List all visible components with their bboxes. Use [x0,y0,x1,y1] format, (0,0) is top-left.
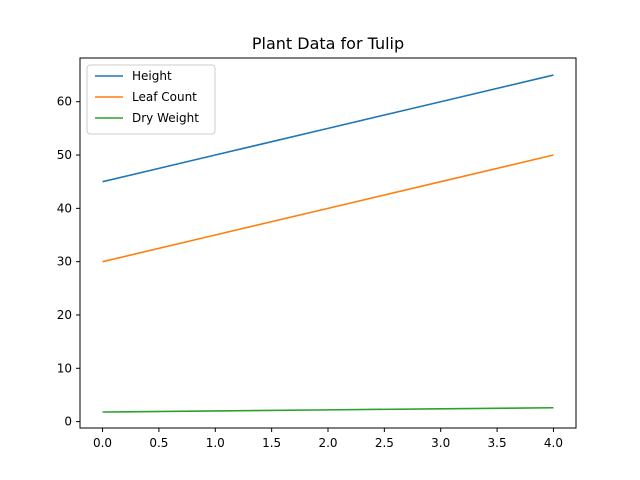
x-tick-label: 2.5 [375,436,394,450]
y-tick-label: 60 [57,95,72,109]
y-tick-label: 20 [57,308,72,322]
x-tick-label: 2.0 [318,436,337,450]
y-tick-label: 30 [57,255,72,269]
chart-title: Plant Data for Tulip [252,34,404,53]
x-tick-label: 0.5 [149,436,168,450]
y-tick-label: 50 [57,148,72,162]
legend-label: Dry Weight [132,111,199,125]
x-tick-label: 4.0 [544,436,563,450]
y-tick-label: 40 [57,201,72,215]
legend-box [86,64,216,135]
legend: Height Leaf Count Dry Weight [86,64,216,135]
legend-label: Leaf Count [132,90,197,104]
series-line-leaf-count [102,154,554,263]
y-axis: 0 10 20 30 40 50 60 [57,95,80,429]
y-tick-label: 0 [64,415,72,429]
x-tick-label: 1.5 [262,436,281,450]
x-tick-label: 3.0 [431,436,450,450]
x-axis: 0.0 0.5 1.0 1.5 2.0 2.5 3.0 3.5 4.0 [93,428,563,450]
legend-label: Height [132,69,172,83]
series-layer [102,74,554,413]
x-tick-label: 1.0 [206,436,225,450]
x-tick-label: 0.0 [93,436,112,450]
x-tick-label: 3.5 [488,436,507,450]
series-line-height [102,74,554,183]
y-tick-label: 10 [57,361,72,375]
series-line-dry-weight [102,406,554,413]
